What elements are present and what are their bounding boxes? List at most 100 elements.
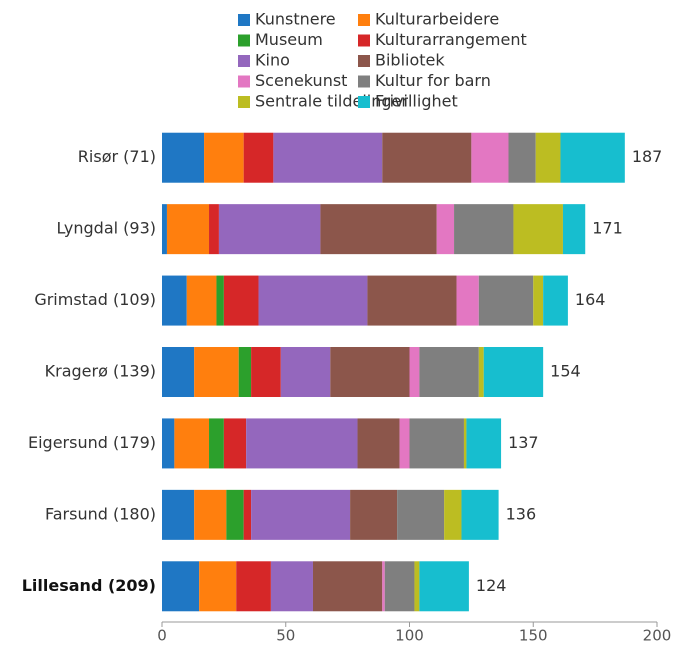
legend-label: Frivillighet: [375, 92, 458, 111]
bar-segment: [258, 275, 368, 326]
x-tick-label: 200: [643, 627, 672, 645]
bar-segment: [162, 418, 175, 469]
bar-segment: [216, 275, 224, 326]
legend-swatch: [358, 34, 370, 47]
bar-segment: [399, 418, 410, 469]
bar-segment: [194, 347, 239, 397]
bar-segment: [414, 561, 420, 612]
bar-segment: [238, 347, 252, 397]
bar-segment: [367, 275, 457, 326]
legend-label: Sentrale tildelinger: [255, 92, 408, 111]
legend-label: Bibliotek: [375, 51, 445, 70]
bar-segment: [312, 561, 383, 612]
bar-segment: [444, 489, 462, 540]
total-label: 164: [575, 290, 606, 309]
bar-segment: [543, 275, 568, 326]
bar-segment: [243, 132, 274, 183]
x-tick-label: 150: [519, 627, 548, 645]
bar-segment: [478, 275, 534, 326]
total-label: 136: [506, 504, 537, 523]
y-tick-label: Farsund (180): [45, 504, 156, 523]
bar-segment: [194, 489, 227, 540]
bar-segment: [246, 418, 358, 469]
total-label: 124: [476, 576, 507, 595]
bar-segment: [382, 132, 472, 183]
legend-label: Kunstnere: [255, 10, 336, 29]
bar-segment: [397, 489, 445, 540]
legend-swatch: [238, 14, 250, 26]
legend-label: Museum: [255, 30, 323, 49]
bar-segment: [330, 347, 410, 397]
bar-segment: [236, 561, 271, 612]
total-label: 137: [508, 433, 539, 452]
y-tick-label: Risør (71): [78, 147, 156, 166]
bar-segment: [166, 204, 210, 255]
bar-segment: [162, 347, 195, 397]
bar-segment: [436, 204, 455, 255]
bar-segment: [251, 489, 351, 540]
bar-segment: [174, 418, 210, 469]
bar-segment: [162, 275, 187, 326]
legend-swatch: [358, 14, 370, 26]
total-label: 171: [592, 219, 623, 238]
bar-segment: [162, 489, 195, 540]
bar-segment: [162, 132, 205, 183]
bar-segment: [419, 561, 469, 612]
bar-segment: [162, 204, 167, 255]
bar-segment: [209, 204, 219, 255]
bar-segment: [562, 204, 586, 255]
legend-label: Kultur for barn: [375, 71, 491, 90]
x-tick-label: 100: [395, 627, 424, 645]
bar-segment: [409, 418, 464, 469]
bar-segment: [535, 132, 561, 183]
y-tick-label: Kragerø (139): [45, 362, 156, 381]
bar-segment: [357, 418, 400, 469]
legend-label: Scenekunst: [255, 71, 347, 90]
bar-segment: [218, 204, 321, 255]
legend-swatch: [238, 96, 250, 108]
legend-swatch: [238, 34, 250, 47]
legend-swatch: [238, 75, 250, 88]
legend-label: Kulturarrangement: [375, 30, 527, 49]
y-tick-label: Lillesand (209): [22, 576, 156, 595]
bar-segment: [382, 561, 385, 612]
legend-swatch: [238, 55, 250, 67]
total-label: 187: [632, 147, 663, 166]
bar-segment: [251, 347, 281, 397]
legend-label: Kino: [255, 51, 290, 70]
bar-segment: [162, 561, 200, 612]
legend-swatch: [358, 55, 370, 67]
x-tick-label: 50: [276, 627, 295, 645]
legend-swatch: [358, 75, 370, 88]
bar-segment: [223, 275, 259, 326]
legend-label: Kulturarbeidere: [375, 10, 499, 29]
bar-segment: [350, 489, 398, 540]
bar-segment: [483, 347, 544, 397]
legend-swatch: [358, 96, 370, 108]
bar-segment: [560, 132, 625, 183]
bar-segment: [533, 275, 544, 326]
bar-segment: [243, 489, 252, 540]
bar-segment: [384, 561, 415, 612]
bar-segment: [508, 132, 536, 183]
bar-segment: [204, 132, 244, 183]
bar-segment: [223, 418, 247, 469]
bar-segment: [209, 418, 224, 469]
bar-segment: [454, 204, 514, 255]
y-tick-label: Eigersund (179): [28, 433, 156, 452]
bar-segment: [270, 561, 313, 612]
bar-segment: [478, 347, 484, 397]
x-tick-label: 0: [157, 627, 167, 645]
bar-segment: [456, 275, 479, 326]
bar-segment: [226, 489, 244, 540]
bar-segment: [463, 418, 467, 469]
bar-segment: [280, 347, 331, 397]
bar-segment: [199, 561, 237, 612]
bar-segment: [409, 347, 420, 397]
bar-segment: [461, 489, 499, 540]
bar-segment: [186, 275, 217, 326]
bar-segment: [466, 418, 502, 469]
bar-segment: [320, 204, 437, 255]
y-tick-label: Grimstad (109): [34, 290, 156, 309]
